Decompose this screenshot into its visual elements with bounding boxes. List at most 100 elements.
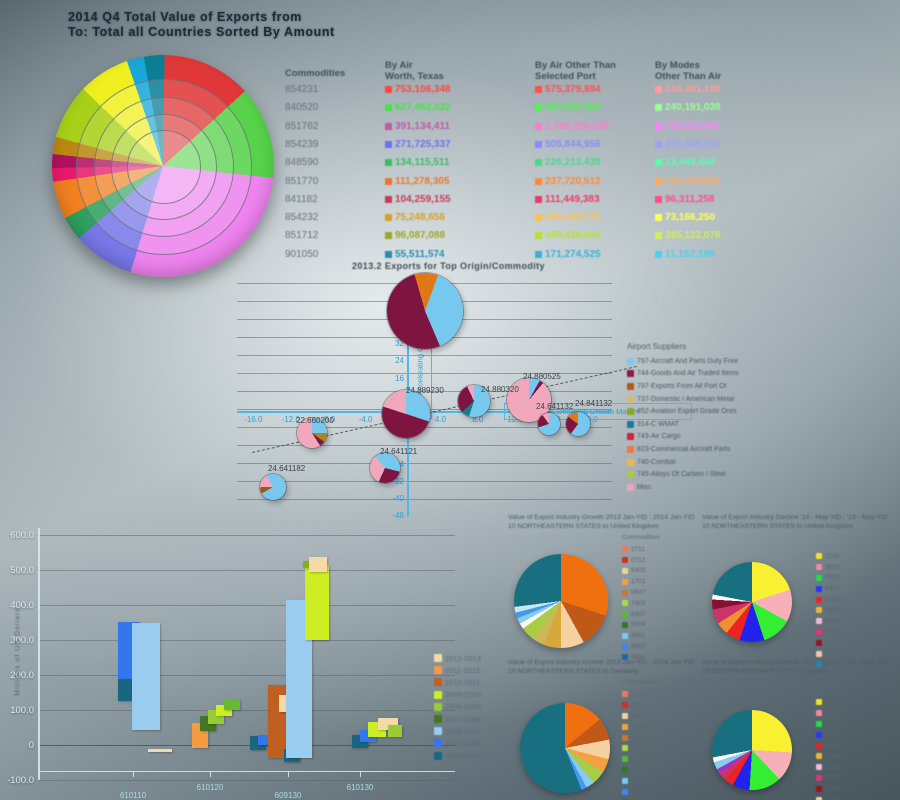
pie-legend-item[interactable]: 5402 — [622, 711, 645, 722]
table-row[interactable]: 901050 55,511,574 171,274,525 11,152,199 — [285, 249, 805, 264]
pie-legend-item[interactable]: 9018 — [816, 616, 839, 627]
bubble-legend-item[interactable]: Misc — [627, 481, 651, 494]
bar-legend-item[interactable]: 2005-2006 — [434, 737, 481, 749]
pie-legend-item[interactable]: Misc — [816, 659, 838, 670]
bubble-pie[interactable] — [538, 413, 560, 435]
pie-legend-item[interactable]: 3002 — [816, 562, 839, 573]
pie-legend-item[interactable]: 0304 — [622, 620, 645, 631]
table-row[interactable]: 841182 104,259,155 111,449,383 96,311,258 — [285, 194, 805, 209]
table-row[interactable]: 851770 111,278,305 237,720,512 153,340,594 — [285, 176, 805, 191]
bar-legend-item[interactable]: 2012-2013 — [434, 652, 481, 664]
bubble-pie[interactable] — [382, 390, 430, 438]
bubble-pie[interactable] — [566, 412, 590, 436]
bar-legend-item[interactable]: 2010-2011 — [434, 676, 480, 688]
bubble-legend-item[interactable]: 737-Domestic / American Metal — [627, 393, 734, 406]
table-row[interactable]: 851762 391,134,411 1,766,926,505 733,019,48… — [285, 121, 805, 136]
pie-legend-item[interactable]: 7403 — [622, 743, 645, 754]
bubble-legend-item[interactable]: 452-Aviation Export Grade Ores — [627, 405, 736, 418]
pie-legend-item[interactable]: 2710 — [816, 637, 839, 648]
pie-legend-item[interactable]: 1701 — [622, 721, 645, 732]
pie-legend-item[interactable]: 2902 — [816, 751, 839, 762]
bubble-pie[interactable] — [260, 474, 286, 500]
bubble-legend-item[interactable]: 797-Exports From All Port Of — [627, 380, 726, 393]
bubble-legend-item[interactable]: 797-Aircraft And Parts Duty Free — [627, 355, 738, 368]
bubble-legend-item[interactable]: 745-Alloys Of Carbon / Steel — [627, 468, 726, 481]
pie-legend-item[interactable]: 8708 — [816, 594, 839, 605]
table-row[interactable]: 840520 627,462,832 680,855,956 240,191,038 — [285, 102, 805, 117]
pie-legend-item[interactable]: 8803 — [816, 627, 839, 638]
bar-legend-item[interactable]: 2011-2012 — [434, 664, 480, 676]
table-row[interactable]: 854232 75,248,656 206,100,772 73,166,250 — [285, 212, 805, 227]
pie-legend-item[interactable]: 0712 — [622, 555, 645, 566]
sunburst-pie-chart[interactable] — [52, 55, 274, 277]
bar-legend-item[interactable]: 2007-2008 — [434, 713, 481, 725]
pie-legend-item[interactable]: 7403 — [622, 598, 645, 609]
pie-legend-item[interactable]: 1701 — [622, 576, 645, 587]
bar-segment[interactable] — [388, 725, 402, 737]
pie-legend-item[interactable]: 0712 — [622, 700, 645, 711]
bar-segment[interactable] — [148, 748, 172, 752]
pie-germany-growth[interactable] — [520, 703, 610, 793]
pie-legend-item[interactable]: 7326 — [816, 794, 839, 800]
pie-legend-item[interactable]: 0304 — [622, 765, 645, 776]
pie-legend-item[interactable]: 7108 — [816, 697, 839, 708]
value-text: 1,766,926,505 — [545, 120, 609, 132]
pie-legend-item[interactable]: 7108 — [816, 551, 839, 562]
table-header-commodities: Commodities — [285, 68, 346, 79]
bubble-pie[interactable] — [458, 385, 490, 417]
bubble-legend-item[interactable]: 740-Combat — [627, 456, 676, 469]
pie-legend-item[interactable]: 8708 — [816, 740, 839, 751]
bar-segment[interactable] — [305, 565, 329, 640]
bar-legend-item[interactable]: 2004-2005 — [434, 750, 481, 762]
table-row[interactable]: 854231 753,106,348 575,379,984 243,461,198 — [285, 84, 805, 99]
bar-legend-item[interactable]: 2009-2010 — [434, 689, 481, 701]
legend-label: 9018 — [825, 617, 840, 625]
table-row[interactable]: 854239 271,725,337 505,844,956 265,846,010 — [285, 139, 805, 154]
bar-segment[interactable] — [303, 561, 311, 569]
bar-legend-item[interactable]: 2008-2009 — [434, 701, 481, 713]
pie-legend-item[interactable]: 5402 — [622, 566, 645, 577]
pie-legend-item[interactable]: 8803 — [816, 773, 839, 784]
pie-legend-item[interactable]: 8471 — [816, 729, 839, 740]
bubble-legend-item[interactable]: 823-Commercial Aircraft Parts — [627, 443, 730, 456]
bubble-legend-item[interactable]: 743-Air Cargo — [627, 431, 681, 444]
pie-legend-item[interactable]: 9018 — [816, 762, 839, 773]
table-row[interactable]: 848590 134,115,511 226,213,438 13,449,448 — [285, 157, 805, 172]
bubble-pie[interactable] — [387, 273, 463, 349]
pie-legend-item[interactable]: 8542 — [816, 719, 839, 730]
pie-legend-item[interactable]: 8411 — [622, 630, 645, 641]
bar-segment[interactable] — [258, 734, 272, 745]
bar-segment[interactable] — [224, 699, 240, 710]
bubble-pie[interactable] — [297, 418, 327, 448]
pie-legend-item[interactable]: 8471 — [816, 583, 839, 594]
pie-legend-item[interactable]: 8542 — [816, 573, 839, 584]
bubble-pie[interactable] — [370, 453, 400, 483]
bar-segment[interactable] — [118, 678, 133, 701]
pie-legend-item[interactable]: 8407 — [622, 609, 645, 620]
table-row[interactable]: 851712 96,087,088 499,438,600 365,122,076 — [285, 230, 805, 245]
bar-category-tick — [288, 771, 289, 777]
bubble-legend-item[interactable]: 744-Goods And Air Traded Items — [627, 368, 739, 381]
pie-legend-item[interactable]: 0847 — [622, 587, 645, 598]
bar-segment[interactable] — [132, 622, 160, 730]
pie-legend-item[interactable]: 2711 — [622, 689, 645, 700]
pie-legend-item[interactable]: 8407 — [622, 754, 645, 765]
pie-uk-decline[interactable] — [712, 562, 792, 642]
pie-canada-decline[interactable] — [712, 710, 792, 790]
pie-legend-item[interactable]: 7326 — [816, 648, 839, 659]
bar-segment[interactable] — [309, 557, 327, 573]
pie-legend-item[interactable]: 8802 — [622, 786, 645, 797]
pie-legend-item[interactable]: 8802 — [622, 641, 645, 652]
pie-legend-item[interactable]: 3002 — [816, 708, 839, 719]
bar-legend-item[interactable]: 2006-2007 — [434, 725, 481, 737]
pie-legend-item[interactable]: 9880 — [622, 652, 645, 663]
pie-legend-item[interactable]: 8411 — [622, 775, 645, 786]
pie-uk-growth[interactable] — [514, 554, 608, 648]
bar-segment[interactable] — [378, 718, 398, 730]
pie-legend-item[interactable]: 2710 — [816, 783, 839, 794]
bar-segment[interactable] — [216, 705, 232, 716]
pie-legend-item[interactable]: 2902 — [816, 605, 839, 616]
pie-legend-item[interactable]: 2711 — [622, 544, 645, 555]
bubble-legend-item[interactable]: 314-C WMAT — [627, 418, 679, 431]
pie-legend-item[interactable]: 0847 — [622, 732, 645, 743]
